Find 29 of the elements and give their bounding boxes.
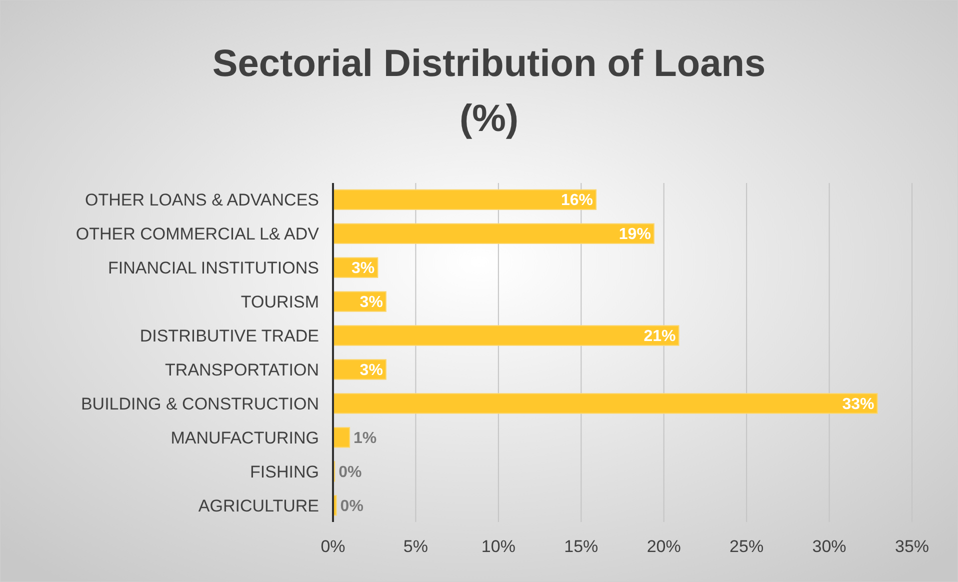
data-label: 0% (340, 498, 364, 515)
data-label: 1% (354, 430, 377, 448)
data-label: 3% (360, 362, 383, 380)
y-tick-label: DISTRIBUTIVE TRADE (140, 326, 319, 346)
y-tick-label: OTHER LOANS & ADVANCES (85, 190, 319, 210)
data-label: 16% (561, 192, 594, 210)
y-tick-label: OTHER COMMERCIAL L& ADV (76, 224, 320, 244)
x-tick-label: 10% (481, 537, 516, 556)
data-label: 3% (360, 294, 383, 312)
x-tick-label: 0% (320, 537, 346, 556)
y-tick-label: BUILDING & CONSTRUCTION (80, 394, 319, 414)
x-tick-label: 30% (812, 537, 846, 556)
x-tick-label: 15% (564, 537, 598, 556)
data-label: 21% (644, 328, 676, 346)
y-tick-label: MANUFACTURING (170, 428, 319, 448)
x-tick-label: 35% (894, 537, 930, 556)
data-label: 33% (842, 396, 874, 414)
y-tick-label: AGRICULTURE (198, 496, 319, 516)
y-tick-label: FISHING (250, 462, 319, 482)
data-label: 0% (338, 464, 362, 481)
y-tick-label: TOURISM (240, 292, 319, 312)
data-label: 3% (352, 260, 375, 278)
x-tick-label: 20% (646, 537, 681, 556)
x-tick-label: 25% (730, 537, 764, 556)
x-tick-label: 5% (403, 537, 428, 556)
chart-title: Sectorial Distribution of Loans (%) (212, 43, 766, 140)
y-tick-label: TRANSPORTATION (165, 360, 319, 380)
data-label: 19% (618, 226, 651, 244)
y-tick-label: FINANCIAL INSTITUTIONS (108, 258, 319, 278)
